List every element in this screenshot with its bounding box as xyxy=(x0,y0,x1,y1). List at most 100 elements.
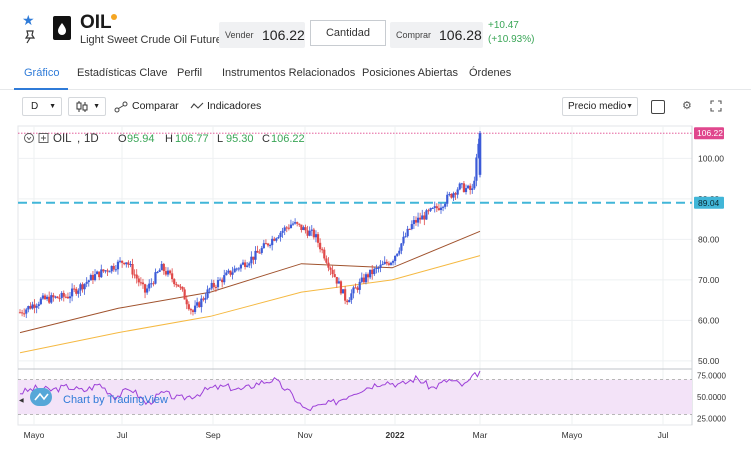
candle-body xyxy=(333,274,336,277)
price-chart[interactable]: OIL , 1D O 95.94 H 106.77 L 95.30 C 106.… xyxy=(0,124,751,452)
candle-body xyxy=(264,243,268,245)
candle-body xyxy=(191,310,195,312)
candle-body xyxy=(221,279,224,283)
legend-close-label: C xyxy=(262,133,270,145)
candle-body xyxy=(60,292,63,299)
candle-body xyxy=(243,262,247,267)
tab-bar: Gráfico Estadísticas Clave Perfil Instru… xyxy=(0,62,751,90)
candle-body xyxy=(41,295,45,299)
candle-body xyxy=(150,283,153,285)
candle-body xyxy=(477,143,480,158)
candle-body xyxy=(125,262,128,265)
legend-separator: , xyxy=(77,133,80,145)
candle-body xyxy=(179,286,182,288)
candle-body xyxy=(112,265,115,270)
change-percent: (+10.93%) xyxy=(488,34,535,45)
candle-body xyxy=(387,263,390,265)
candle-body xyxy=(198,302,201,308)
candle-body xyxy=(266,243,270,246)
candle-body xyxy=(87,280,90,283)
candle-body xyxy=(171,273,174,280)
candle-body xyxy=(360,277,363,282)
candle-body xyxy=(260,248,263,253)
price-mode-select[interactable]: Precio medio ▼ xyxy=(562,97,638,116)
tab-profile[interactable]: Perfil xyxy=(177,67,203,79)
candle-body xyxy=(131,264,134,275)
candle-body xyxy=(173,279,176,285)
tab-open-positions[interactable]: Posiciones Abiertas xyxy=(362,67,458,79)
candle-body xyxy=(133,274,136,276)
legend-high-label: H xyxy=(165,133,173,145)
indicators-icon[interactable] xyxy=(190,102,204,110)
candle-body xyxy=(135,274,138,279)
candle-body xyxy=(235,268,238,270)
compare-icon[interactable] xyxy=(114,101,128,113)
tab-key-stats[interactable]: Estadísticas Clave xyxy=(77,67,168,79)
candle-body xyxy=(366,274,370,278)
candle-body xyxy=(196,302,199,306)
chevron-down-icon: ▼ xyxy=(49,103,56,110)
settings-icon[interactable]: ⚙ xyxy=(682,100,692,112)
candle-body xyxy=(241,262,245,265)
candle-body xyxy=(110,265,113,272)
candle-body xyxy=(223,275,226,283)
candle-body xyxy=(141,282,145,285)
pin-icon[interactable] xyxy=(23,30,37,44)
candle-body xyxy=(162,263,165,272)
candle-body xyxy=(439,207,443,211)
time-axis-label: Jul xyxy=(658,430,669,440)
candle-body xyxy=(456,189,459,195)
candle-body xyxy=(64,296,67,298)
sell-button[interactable]: Vender 106.22 xyxy=(219,22,305,48)
candle-body xyxy=(231,272,234,275)
compare-button[interactable]: Comparar xyxy=(132,100,179,112)
candle-body xyxy=(354,287,357,289)
interval-select[interactable]: D ▼ xyxy=(22,97,62,116)
indicators-button[interactable]: Indicadores xyxy=(207,100,262,112)
legend-low-label: L xyxy=(217,133,223,145)
quantity-field[interactable]: Cantidad xyxy=(310,20,386,46)
candle-body xyxy=(339,281,343,294)
candle-body xyxy=(478,133,482,175)
candle-body xyxy=(206,289,209,298)
chart-legend: OIL , 1D O 95.94 H 106.77 L 95.30 C 106.… xyxy=(24,133,305,145)
candle-body xyxy=(444,203,447,207)
time-axis-label: Nov xyxy=(297,430,313,440)
candle-body xyxy=(200,298,203,308)
toggle-checkbox[interactable] xyxy=(651,100,665,114)
candle-body xyxy=(296,222,299,224)
chevron-down-icon: ▼ xyxy=(626,103,633,110)
tab-chart[interactable]: Gráfico xyxy=(24,67,60,79)
candle-body xyxy=(208,288,211,290)
add-icon[interactable] xyxy=(38,133,49,143)
candle-body xyxy=(33,304,36,308)
buy-price: 106.28 xyxy=(439,27,482,43)
candle-body xyxy=(331,269,334,275)
candle-body xyxy=(435,206,438,209)
candle-body xyxy=(362,277,365,283)
time-axis-labels: Mayo Jul Sep Nov 2022 Mar Mayo Jul xyxy=(24,430,669,440)
collapse-icon[interactable] xyxy=(24,133,34,143)
candle-body xyxy=(108,271,111,273)
tab-orders[interactable]: Órdenes xyxy=(469,67,512,79)
chart-style-select[interactable]: ▼ xyxy=(68,97,106,116)
time-axis-label: Sep xyxy=(205,430,220,440)
star-icon[interactable]: ★ xyxy=(22,12,35,28)
tradingview-watermark[interactable]: Chart by TradingView xyxy=(30,388,168,406)
candle-body xyxy=(62,292,65,297)
rsi-axis-label: 75.0000 xyxy=(697,371,726,380)
pane-arrow-icon[interactable]: ◀ xyxy=(19,398,24,404)
tab-related-instruments[interactable]: Instrumentos Relacionados xyxy=(222,67,356,79)
candle-body xyxy=(327,262,330,268)
buy-button[interactable]: Comprar 106.28 xyxy=(390,22,483,48)
candle-body xyxy=(20,312,24,314)
candle-body xyxy=(25,309,28,314)
candle-body xyxy=(348,299,351,303)
price-axis-label: 50.00 xyxy=(698,356,720,366)
candle-body xyxy=(18,312,22,314)
candle-body xyxy=(294,222,297,224)
legend-close-value: 106.22 xyxy=(271,133,305,145)
fullscreen-icon[interactable] xyxy=(710,100,722,112)
candle-body xyxy=(158,270,161,272)
candle-body xyxy=(352,287,355,294)
